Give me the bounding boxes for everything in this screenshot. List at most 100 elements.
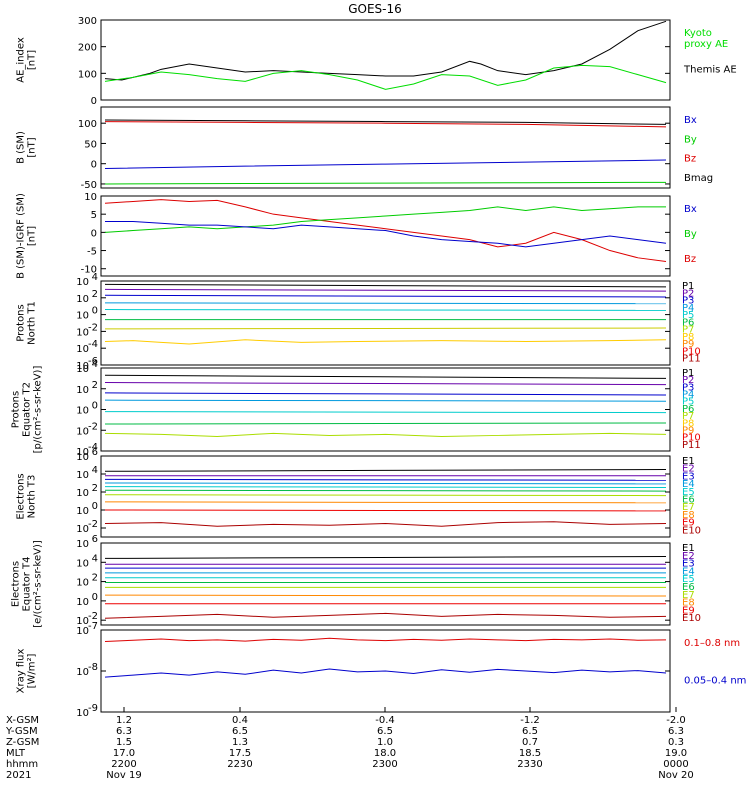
legend-entry: E3 — [682, 471, 695, 482]
series-line-p5 — [104, 411, 667, 414]
chart-title: GOES-16 — [348, 2, 402, 16]
y-tick-label: 5 — [91, 210, 97, 221]
y-tick-label: 10 — [76, 597, 89, 608]
legend-entry: P7 — [682, 411, 694, 422]
y-axis-label: Protons — [15, 304, 26, 341]
y-tick-exponent: 2 — [92, 289, 98, 300]
x-axis-value: -0.4 — [375, 715, 395, 726]
legend-entry: P8 — [682, 332, 694, 343]
legend-entry: P6 — [682, 404, 694, 415]
series-line-bx — [105, 220, 667, 248]
panel-frame — [100, 542, 671, 626]
y-tick-label: 10 — [76, 311, 89, 322]
y-tick-exponent: 6 — [92, 534, 98, 545]
y-tick-label: 10 — [76, 452, 89, 463]
x-axis-value: 2300 — [372, 759, 397, 770]
legend-entry: P9 — [682, 339, 694, 350]
legend-entry: P11 — [682, 354, 701, 365]
y-tick-exponent: 2 — [92, 573, 98, 584]
x-axis-value: 1.2 — [116, 715, 132, 726]
series-line-e4 — [104, 482, 667, 485]
y-tick-label: 10 — [76, 277, 89, 288]
y-tick-label: 0 — [91, 228, 97, 239]
legend-entry: P9 — [682, 425, 694, 436]
series-line-e3 — [104, 478, 667, 481]
y-tick-label: -10 — [81, 265, 97, 276]
legend-entry: P2 — [682, 288, 694, 299]
series-line-p4 — [104, 399, 667, 402]
y-tick-exponent: -4 — [88, 339, 98, 350]
series-line-0.1–0.8-nm — [104, 637, 667, 642]
x-axis-value: 17.5 — [229, 748, 251, 759]
x-axis-value: -2.0 — [666, 715, 686, 726]
y-tick-label: 10 — [76, 361, 89, 372]
y-axis-label: North T3 — [26, 475, 37, 519]
legend-entry: 0.05–0.4 nm — [684, 675, 746, 686]
y-tick-exponent: -8 — [88, 662, 98, 673]
y-tick-exponent: -7 — [88, 621, 98, 632]
y-tick-exponent: -2 — [88, 519, 98, 530]
y-axis-label: AE_index — [15, 37, 26, 83]
legend-entry: E7 — [682, 502, 695, 513]
series-line-0.05–0.4-nm — [104, 668, 667, 678]
y-tick-exponent: 2 — [92, 483, 98, 494]
legend-entry: P4 — [682, 303, 694, 314]
legend-entry: E7 — [682, 590, 695, 601]
y-tick-label: 10 — [76, 708, 89, 719]
panel-frame — [100, 455, 671, 538]
y-tick-exponent: 0 — [92, 501, 98, 512]
legend-entry: E5 — [682, 487, 695, 498]
y-tick-exponent: 4 — [92, 465, 98, 476]
legend-entry: P2 — [682, 375, 694, 386]
series-line-p8 — [104, 339, 667, 345]
x-axis-value: 0.7 — [522, 737, 538, 748]
y-axis-label: B (SM)-IGRF (SM) — [15, 193, 26, 279]
legend-entry: E9 — [682, 518, 695, 529]
panel-2: -50 0 50 100 B (SM) [nT] Bx By Bz Bmag — [15, 106, 713, 191]
legend-entry: P3 — [682, 382, 694, 393]
y-tick-exponent: 2 — [92, 380, 98, 391]
y-tick-label: 10 — [76, 294, 89, 305]
series-line-bz — [104, 121, 667, 128]
legend-entry: P7 — [682, 325, 694, 336]
legend-entry: E8 — [682, 598, 695, 609]
series-line-p7 — [104, 327, 667, 330]
y-tick-label: 10 — [76, 470, 89, 481]
series-line-e1 — [104, 556, 667, 559]
y-tick-label: 10 — [84, 192, 97, 203]
y-tick-exponent: 4 — [92, 553, 98, 564]
x-axis-value: 18.5 — [519, 748, 541, 759]
y-tick-label: 10 — [76, 447, 89, 458]
series-line-p1 — [104, 374, 667, 379]
y-tick-exponent: 0 — [92, 306, 98, 317]
y-tick-label: 10 — [76, 524, 89, 535]
y-tick-label: 10 — [76, 385, 89, 396]
series-line-bmag — [104, 119, 667, 125]
y-tick-label: 0 — [91, 160, 97, 171]
x-axis-value: 6.3 — [116, 726, 132, 737]
y-tick-label: 10 — [76, 539, 89, 550]
y-tick-label: 10 — [76, 626, 89, 637]
legend-entry: By — [684, 229, 697, 240]
legend-entry: E1 — [682, 456, 695, 467]
x-axis-row-label: X-GSM — [6, 715, 39, 726]
legend-entry: E4 — [682, 566, 695, 577]
series-line-e6 — [104, 489, 667, 492]
legend-entry: P10 — [682, 346, 701, 357]
y-axis-label: [nT] — [26, 226, 37, 246]
x-axis-value: 18.0 — [374, 748, 396, 759]
series-line-p3 — [104, 392, 667, 396]
y-tick-label: 300 — [78, 16, 97, 27]
legend-entry: proxy AE — [684, 39, 728, 50]
x-axis-row-label: Y-GSM — [5, 726, 38, 737]
y-axis-label: B (SM) — [15, 131, 26, 164]
series-line-e8 — [104, 501, 667, 504]
y-tick-exponent: 6 — [92, 447, 98, 458]
y-tick-exponent: -2 — [88, 322, 98, 333]
series-line-by — [104, 206, 666, 233]
legend-entry: P4 — [682, 390, 694, 401]
